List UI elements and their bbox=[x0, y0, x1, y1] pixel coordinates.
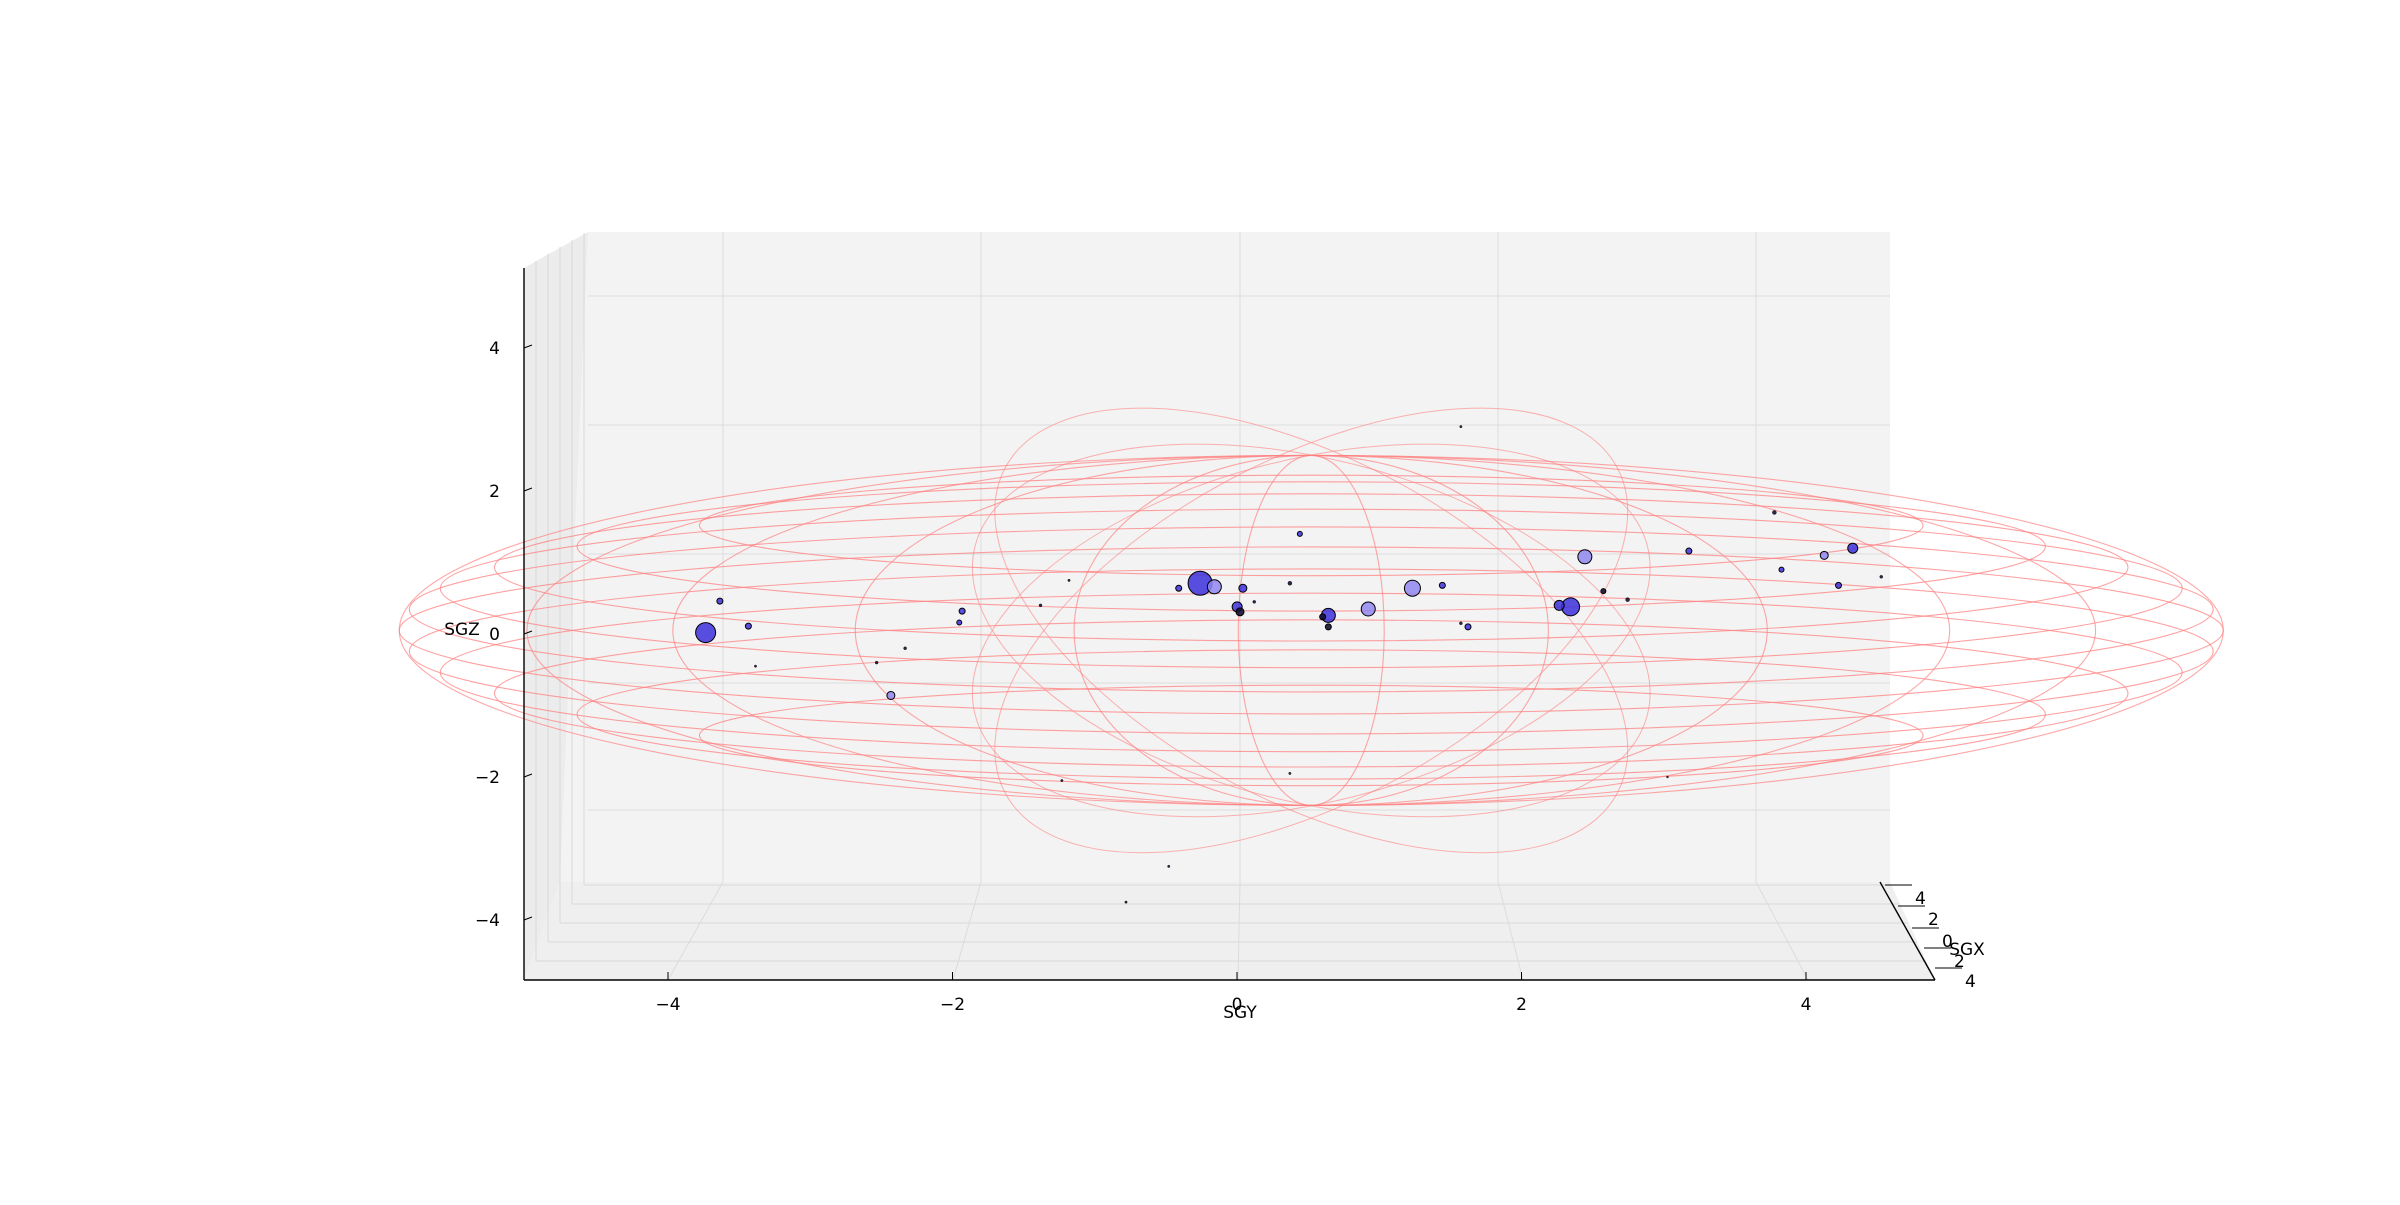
sgx-tick-label: 2 bbox=[1928, 910, 1939, 930]
sgz-axis-title: SGZ bbox=[444, 620, 480, 640]
floor-depth-line bbox=[667, 881, 724, 981]
sgy-tick-label: 4 bbox=[1801, 995, 1812, 1015]
sgz-tick-label: −2 bbox=[475, 768, 500, 788]
data-point bbox=[903, 646, 907, 650]
data-point bbox=[1819, 550, 1829, 560]
data-point bbox=[1600, 588, 1607, 595]
data-point bbox=[1847, 542, 1859, 554]
data-point bbox=[958, 607, 966, 615]
data-point bbox=[695, 622, 717, 644]
data-point bbox=[1296, 530, 1303, 537]
data-point bbox=[1778, 566, 1785, 573]
wireframe-latitude bbox=[576, 481, 2046, 612]
data-point bbox=[1459, 621, 1463, 625]
data-point bbox=[956, 619, 963, 626]
sgz-tick bbox=[523, 916, 533, 921]
data-point bbox=[1879, 575, 1883, 579]
data-point bbox=[1038, 603, 1043, 608]
data-point bbox=[1238, 583, 1248, 593]
data-point bbox=[716, 597, 724, 605]
sgz-tick-label: 4 bbox=[489, 339, 500, 359]
floor-depth-line bbox=[1497, 881, 1524, 981]
floor-pane bbox=[524, 882, 1935, 980]
data-point bbox=[1666, 775, 1669, 779]
sgy-tick-label: 2 bbox=[1516, 995, 1527, 1015]
data-point bbox=[1067, 578, 1071, 582]
data-point bbox=[1319, 613, 1327, 621]
data-point bbox=[1403, 579, 1421, 597]
wireframe-meridian bbox=[994, 407, 1629, 854]
sgz-tick-label: −4 bbox=[475, 911, 500, 931]
sgy-axis-title: SGY bbox=[1223, 1003, 1257, 1023]
data-point bbox=[1167, 864, 1171, 868]
wireframe-latitude bbox=[408, 568, 2214, 735]
wireframe-meridian bbox=[994, 407, 1629, 854]
sgz-tick bbox=[523, 630, 533, 635]
data-point bbox=[1288, 772, 1292, 775]
floor-depth-line bbox=[1237, 881, 1241, 981]
back-panes bbox=[524, 232, 1935, 980]
wireframe-latitude bbox=[698, 474, 1924, 577]
sgx-tick-label: 0 bbox=[1942, 932, 1953, 952]
data-point bbox=[1577, 549, 1593, 565]
data-point bbox=[1252, 600, 1256, 604]
sgz-tick-label: 2 bbox=[489, 482, 500, 502]
sgz-tick-label: 0 bbox=[489, 625, 500, 645]
data-points bbox=[695, 425, 1883, 904]
data-point bbox=[1206, 579, 1222, 595]
sgy-tick-label: 0 bbox=[1232, 995, 1243, 1015]
wireframe-meridian bbox=[971, 443, 1651, 818]
data-point bbox=[1060, 779, 1064, 782]
sgy-tick-label: −4 bbox=[655, 995, 680, 1015]
sgx-tick-label: 4 bbox=[1915, 889, 1926, 909]
wireframe-latitude bbox=[493, 619, 2129, 768]
sgx-axis-title: SGX bbox=[1949, 940, 1985, 960]
sgy-tick-label: −2 bbox=[940, 995, 965, 1015]
sgz-tick bbox=[523, 344, 533, 349]
data-point bbox=[754, 664, 757, 668]
data-point bbox=[1685, 547, 1693, 555]
data-point bbox=[1459, 425, 1463, 429]
data-point bbox=[744, 622, 752, 630]
wireframe-latitude bbox=[698, 684, 1924, 787]
data-point bbox=[1772, 510, 1777, 515]
sgx-tick-label: 2 bbox=[1954, 952, 1965, 972]
sgx-axis-line bbox=[1879, 881, 1936, 981]
sgx-tick-label: 4 bbox=[1965, 972, 1976, 992]
data-point bbox=[886, 690, 896, 700]
floor-depth-line bbox=[1755, 881, 1809, 981]
data-point bbox=[1625, 597, 1630, 602]
data-point bbox=[1235, 607, 1245, 617]
data-point bbox=[874, 660, 879, 665]
data-point bbox=[1324, 623, 1332, 631]
data-point bbox=[1175, 584, 1183, 592]
data-point bbox=[1438, 581, 1446, 589]
back-pane bbox=[560, 232, 1890, 882]
wireframe-latitude bbox=[493, 493, 2129, 642]
sgz-tick bbox=[523, 487, 533, 492]
floor-depth-line bbox=[952, 881, 982, 981]
wireframe-sphere bbox=[398, 407, 2224, 854]
data-point bbox=[1835, 581, 1842, 589]
wireframe-latitude bbox=[439, 592, 2183, 753]
sgz-tick bbox=[523, 773, 533, 778]
data-point bbox=[1464, 623, 1472, 631]
data-point bbox=[1287, 581, 1293, 586]
data-point bbox=[1360, 601, 1376, 617]
data-point bbox=[1124, 900, 1128, 904]
data-point bbox=[1553, 599, 1565, 611]
wireframe-meridian bbox=[971, 443, 1651, 818]
wireframe-latitude bbox=[408, 526, 2214, 693]
wireframe-latitude bbox=[576, 649, 2046, 780]
